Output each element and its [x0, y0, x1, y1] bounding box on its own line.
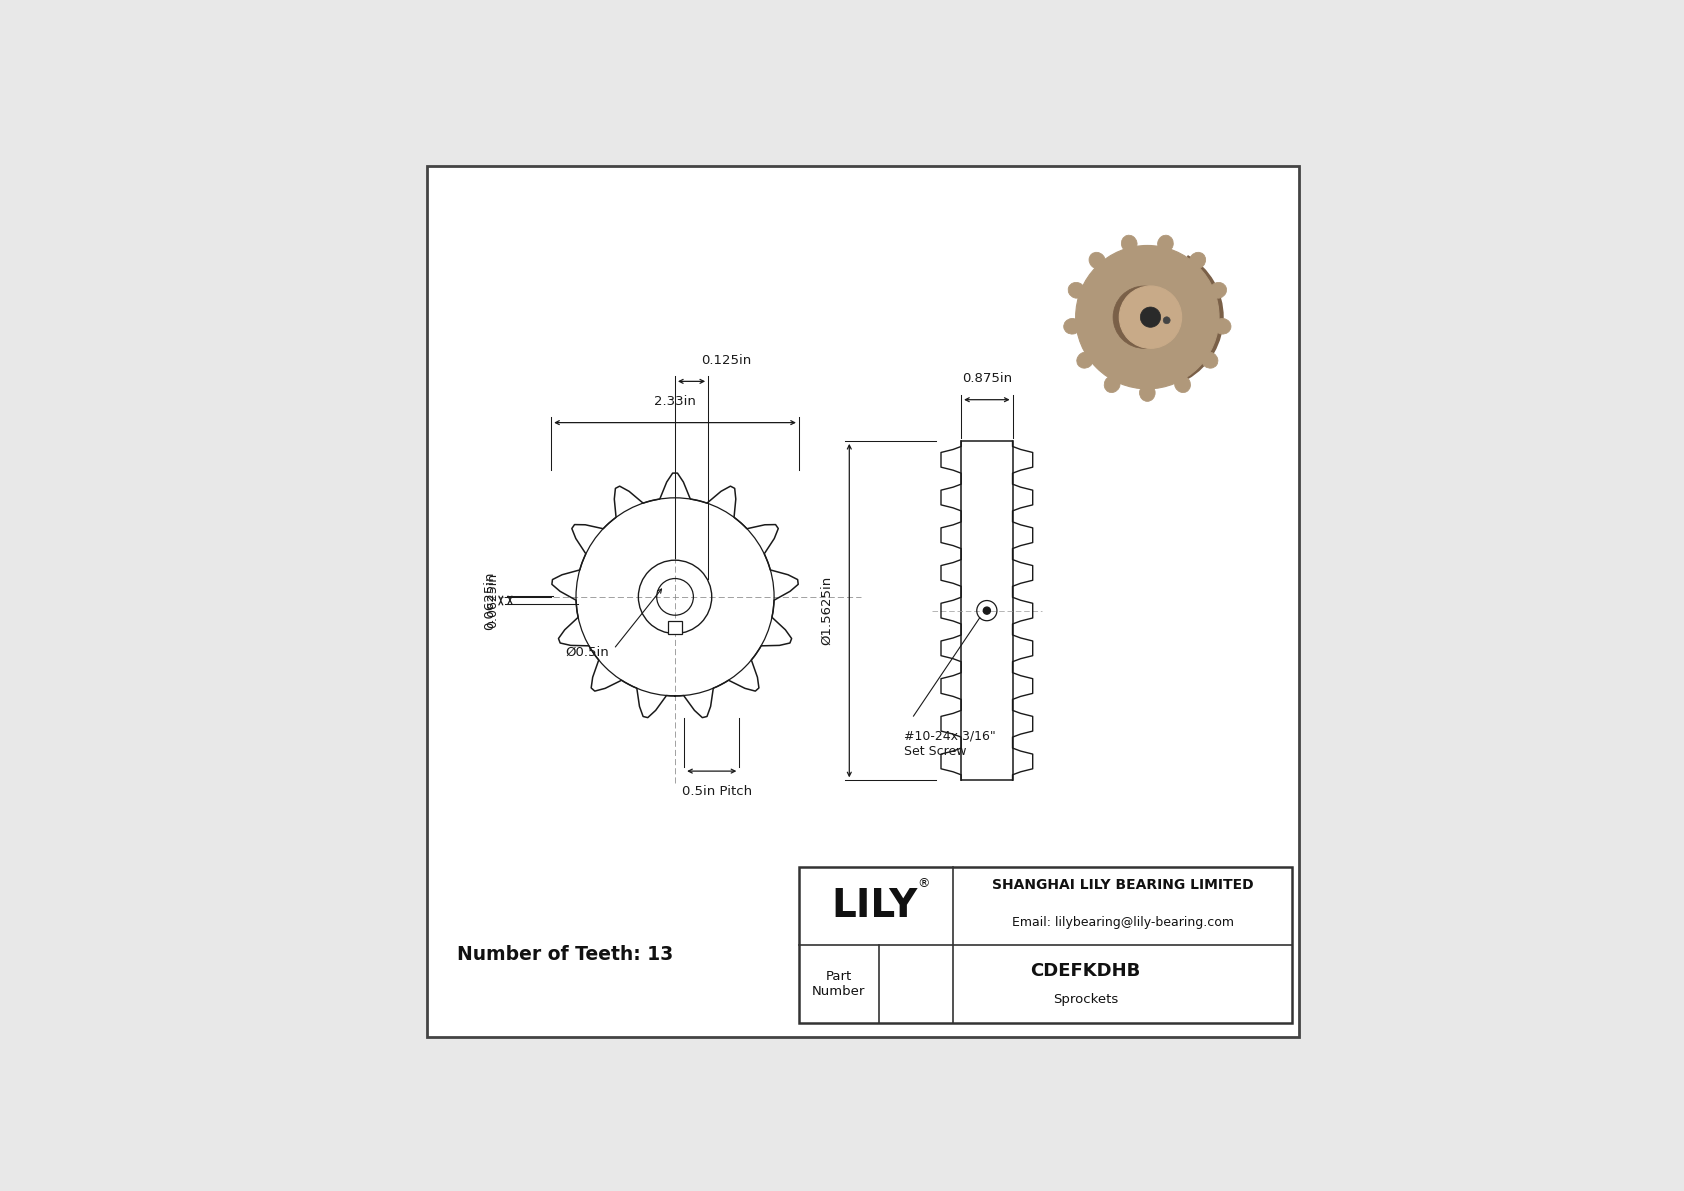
Circle shape — [1113, 286, 1175, 348]
Circle shape — [1076, 245, 1219, 389]
Ellipse shape — [1201, 353, 1218, 368]
Circle shape — [1120, 286, 1182, 348]
Circle shape — [983, 607, 990, 615]
Ellipse shape — [1068, 282, 1084, 298]
Text: 0.125in: 0.125in — [701, 354, 751, 367]
Ellipse shape — [1209, 282, 1226, 298]
Text: 0.875in: 0.875in — [962, 372, 1012, 385]
Wedge shape — [1152, 255, 1224, 379]
Text: Part
Number: Part Number — [812, 971, 866, 998]
Ellipse shape — [1214, 318, 1231, 335]
Text: Sprockets: Sprockets — [1052, 992, 1118, 1005]
Text: Ø1.5625in: Ø1.5625in — [820, 576, 834, 646]
Text: 0.0625in: 0.0625in — [483, 572, 497, 630]
Bar — [798, 867, 1292, 1023]
Text: Ø0.5in: Ø0.5in — [566, 646, 610, 659]
Bar — [962, 441, 1012, 780]
Circle shape — [1164, 317, 1170, 324]
Text: 0.0625in: 0.0625in — [487, 573, 498, 628]
FancyBboxPatch shape — [669, 621, 682, 634]
Circle shape — [1140, 307, 1160, 328]
Text: ®: ® — [918, 877, 930, 890]
Text: LILY: LILY — [830, 887, 918, 925]
Ellipse shape — [1090, 252, 1105, 269]
Ellipse shape — [1189, 252, 1206, 269]
Text: CDEFKDHB: CDEFKDHB — [1031, 962, 1140, 980]
Text: 0.5in Pitch: 0.5in Pitch — [682, 785, 753, 798]
Text: Number of Teeth: 13: Number of Teeth: 13 — [456, 944, 674, 964]
Ellipse shape — [1157, 235, 1174, 252]
Ellipse shape — [1105, 375, 1120, 393]
Ellipse shape — [1140, 385, 1155, 401]
Ellipse shape — [1076, 353, 1093, 368]
Text: SHANGHAI LILY BEARING LIMITED: SHANGHAI LILY BEARING LIMITED — [992, 878, 1253, 892]
Ellipse shape — [1064, 318, 1081, 335]
Text: Email: lilybearing@lily-bearing.com: Email: lilybearing@lily-bearing.com — [1012, 916, 1234, 929]
Ellipse shape — [1174, 375, 1191, 393]
Text: #10-24x 3/16"
Set Screw: #10-24x 3/16" Set Screw — [904, 730, 995, 757]
Text: 2.33in: 2.33in — [653, 395, 695, 409]
Ellipse shape — [1122, 235, 1137, 252]
